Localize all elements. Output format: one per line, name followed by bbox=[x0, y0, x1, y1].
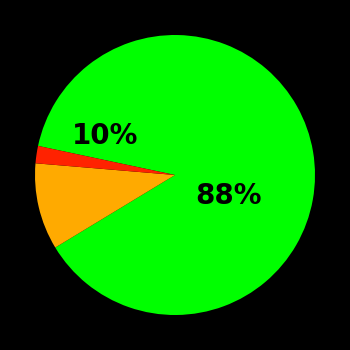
Text: 10%: 10% bbox=[72, 122, 138, 150]
Wedge shape bbox=[35, 146, 175, 175]
Wedge shape bbox=[38, 35, 315, 315]
Wedge shape bbox=[35, 163, 175, 247]
Text: 88%: 88% bbox=[195, 182, 261, 210]
